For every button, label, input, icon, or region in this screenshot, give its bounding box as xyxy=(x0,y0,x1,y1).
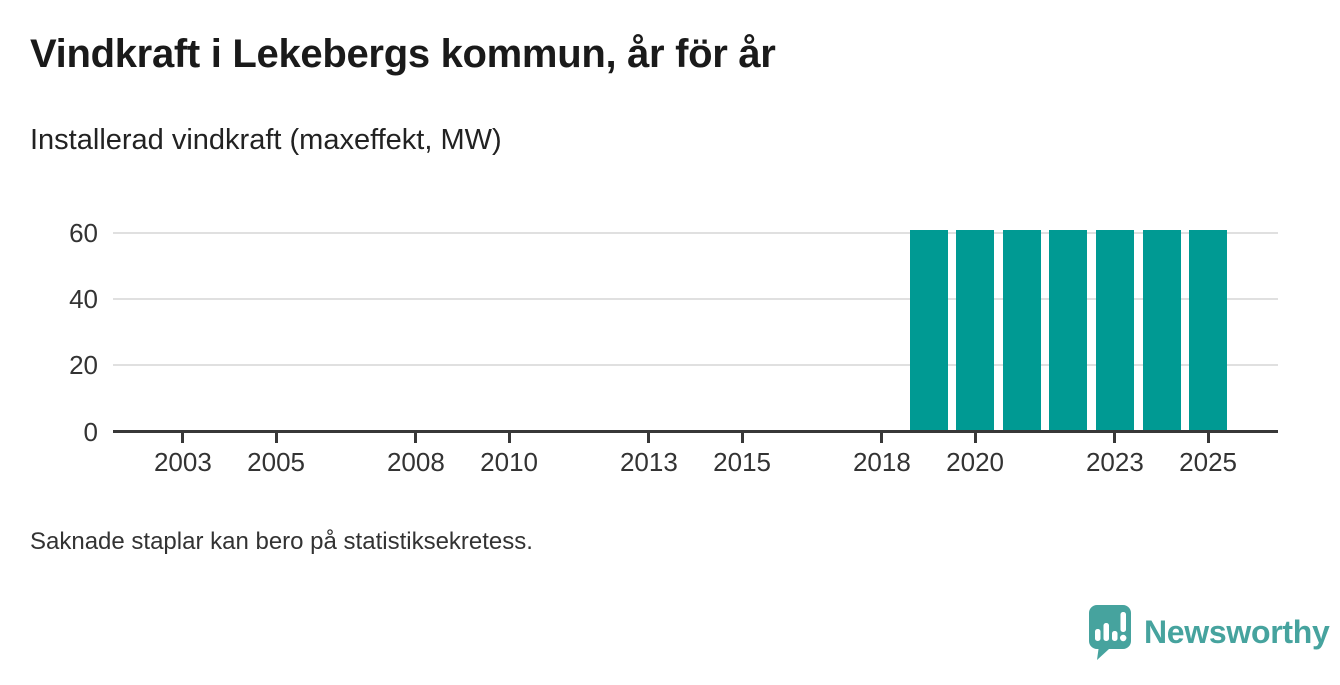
x-axis-tick-2013 xyxy=(647,433,651,443)
bar-2020 xyxy=(956,229,995,431)
x-axis-label-2020: 2020 xyxy=(946,447,1005,477)
x-axis-label-2018: 2018 xyxy=(852,447,911,477)
x-axis-tick-2003 xyxy=(181,433,185,443)
bar-2019 xyxy=(909,229,948,431)
y-axis-label-60: 60 xyxy=(69,218,98,248)
footnote: Saknade staplar kan bero på statistiksek… xyxy=(30,528,533,555)
x-axis-label-2023: 2023 xyxy=(1085,447,1144,477)
x-axis-line xyxy=(113,430,1278,433)
x-axis-tick-2018 xyxy=(880,433,884,443)
bar-2021 xyxy=(1002,229,1041,431)
x-axis-tick-2010 xyxy=(507,433,511,443)
x-axis-tick-2008 xyxy=(414,433,418,443)
x-axis-label-2013: 2013 xyxy=(619,447,678,477)
x-axis-tick-2023 xyxy=(1113,433,1117,443)
chart-subtitle: Installerad vindkraft (maxeffekt, MW) xyxy=(30,124,502,156)
y-axis-label-0: 0 xyxy=(83,416,98,447)
chart-title: Vindkraft i Lekebergs kommun, år för år xyxy=(30,32,776,76)
y-axis-label-40: 40 xyxy=(69,284,98,315)
bar-2025 xyxy=(1189,229,1228,431)
x-axis-label-2015: 2015 xyxy=(713,447,772,477)
x-axis-label-2005: 2005 xyxy=(247,447,306,477)
bar-2024 xyxy=(1142,229,1181,431)
y-gridline-60 xyxy=(113,232,1278,234)
newsworthy-logo-text: Newsworthy xyxy=(1144,613,1330,650)
x-axis-tick-2020 xyxy=(973,433,977,443)
x-axis-tick-2025 xyxy=(1206,433,1210,443)
x-axis-label-2010: 2010 xyxy=(480,447,539,477)
y-gridline-40 xyxy=(113,298,1278,301)
y-axis-label-20: 20 xyxy=(69,350,98,381)
x-axis-label-2025: 2025 xyxy=(1179,447,1238,477)
bar-2022 xyxy=(1049,229,1088,431)
x-axis-label-2003: 2003 xyxy=(153,447,212,477)
x-axis-tick-2015 xyxy=(740,433,744,443)
x-axis-label-2008: 2008 xyxy=(386,447,445,477)
y-gridline-20 xyxy=(113,364,1278,367)
newsworthy-logo: Newsworthy xyxy=(1085,603,1330,661)
bar-2023 xyxy=(1095,229,1134,431)
x-axis-tick-2005 xyxy=(274,433,278,443)
newsworthy-speech-bubble-chart-icon xyxy=(1089,605,1131,660)
